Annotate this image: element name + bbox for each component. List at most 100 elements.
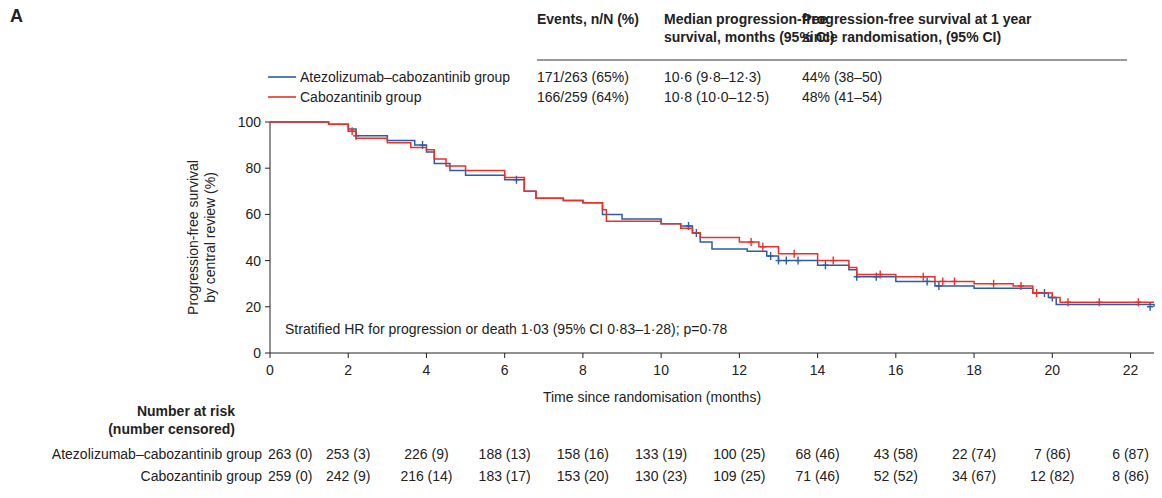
risk-value: 242 (9) [326, 468, 370, 484]
censor-mark [940, 277, 946, 285]
x-tick [1130, 353, 1131, 358]
risk-value: 71 (46) [795, 468, 839, 484]
legend-header: Events, n/N (%) [537, 11, 639, 27]
risk-value: 226 (9) [404, 446, 448, 462]
x-tick [739, 353, 740, 358]
censor-mark [822, 261, 828, 269]
risk-title: (number censored) [108, 421, 235, 437]
y-tick [265, 353, 270, 354]
legend-value: 48% (41–54) [802, 89, 882, 105]
risk-value: 153 (20) [557, 468, 609, 484]
legend-header: Progression-free survival at 1 year [802, 11, 1032, 27]
panel-label: A [10, 6, 23, 26]
censor-mark [775, 257, 781, 265]
risk-value: 52 (52) [874, 468, 918, 484]
risk-value: 8 (86) [1112, 468, 1149, 484]
risk-value: 12 (82) [1030, 468, 1074, 484]
x-tick-label: 22 [1123, 362, 1139, 378]
censor-mark [936, 282, 942, 290]
chart: AEvents, n/N (%)Median progression-frees… [0, 0, 1162, 498]
x-tick-label: 16 [888, 362, 904, 378]
x-axis-label: Time since randomisation (months) [543, 389, 761, 405]
risk-value: 130 (23) [635, 468, 687, 484]
x-tick-label: 6 [501, 362, 509, 378]
censor-mark [924, 277, 930, 285]
x-tick [661, 353, 662, 358]
censor-mark [877, 270, 883, 278]
censor-mark [1147, 303, 1153, 311]
risk-value: 100 (25) [713, 446, 765, 462]
censor-mark [791, 250, 797, 258]
y-axis-label: by central review (%) [202, 172, 218, 303]
x-tick-label: 18 [966, 362, 982, 378]
y-tick [265, 214, 270, 215]
risk-value: 188 (13) [479, 446, 531, 462]
x-tick [426, 353, 427, 358]
x-tick-label: 0 [266, 362, 274, 378]
y-axis-label: Progression-free survival [185, 160, 201, 315]
x-tick [348, 353, 349, 358]
censor-mark [1065, 298, 1071, 306]
censor-mark [1096, 298, 1102, 306]
x-tick [582, 353, 583, 358]
censor-mark [991, 280, 997, 288]
y-tick-label: 0 [253, 345, 261, 361]
x-tick-label: 2 [344, 362, 352, 378]
risk-value: 263 (0) [268, 446, 312, 462]
censor-mark [349, 127, 355, 135]
y-tick-label: 20 [245, 299, 261, 315]
y-axis [270, 122, 271, 353]
legend-header: since randomisation, (95% CI) [802, 29, 1001, 45]
risk-row-label: Cabozantinib group [141, 468, 263, 484]
censor-mark [920, 273, 926, 281]
x-tick [974, 353, 975, 358]
risk-value: 109 (25) [713, 468, 765, 484]
risk-value: 7 (86) [1034, 446, 1071, 462]
y-tick-label: 60 [245, 206, 261, 222]
plot-area [270, 122, 1154, 311]
x-tick-label: 4 [423, 362, 431, 378]
risk-row-label: Atezolizumab–cabozantinib group [52, 446, 262, 462]
risk-value: 68 (46) [795, 446, 839, 462]
x-tick-label: 20 [1045, 362, 1061, 378]
risk-value: 34 (67) [952, 468, 996, 484]
y-tick-label: 40 [245, 253, 261, 269]
legend-swatch [268, 76, 296, 78]
legend-value: 44% (38–50) [802, 69, 882, 85]
censor-mark [748, 238, 754, 246]
censor-mark [952, 277, 958, 285]
censor-mark [783, 257, 789, 265]
risk-value: 43 (58) [874, 446, 918, 462]
y-tick [265, 122, 270, 123]
legend-label: Atezolizumab–cabozantinib group [300, 69, 510, 85]
x-tick-label: 8 [579, 362, 587, 378]
censor-mark [768, 252, 774, 260]
x-tick-label: 10 [653, 362, 669, 378]
legend-value: 10·8 (10·0–12·5) [664, 89, 769, 105]
x-tick-label: 14 [810, 362, 826, 378]
y-tick [265, 306, 270, 307]
risk-value: 6 (87) [1112, 446, 1149, 462]
x-tick-label: 12 [732, 362, 748, 378]
risk-value: 22 (74) [952, 446, 996, 462]
legend-value: 166/259 (64%) [537, 89, 629, 105]
censor-mark [795, 257, 801, 265]
legend-value: 171/263 (65%) [537, 69, 629, 85]
x-tick [1052, 353, 1053, 358]
y-tick-label: 100 [238, 114, 262, 130]
risk-value: 253 (3) [326, 446, 370, 462]
risk-value: 133 (19) [635, 446, 687, 462]
x-tick [817, 353, 818, 358]
x-tick [895, 353, 896, 358]
x-tick [270, 353, 271, 358]
risk-value: 183 (17) [479, 468, 531, 484]
km-curve [270, 122, 1154, 302]
x-tick [504, 353, 505, 358]
header-rule [537, 60, 1127, 61]
legend-value: 10·6 (9·8–12·3) [664, 69, 761, 85]
y-tick [265, 260, 270, 261]
x-axis [270, 353, 1154, 354]
censor-mark [1018, 282, 1024, 290]
km-curve [270, 122, 1154, 307]
censor-mark [760, 243, 766, 251]
